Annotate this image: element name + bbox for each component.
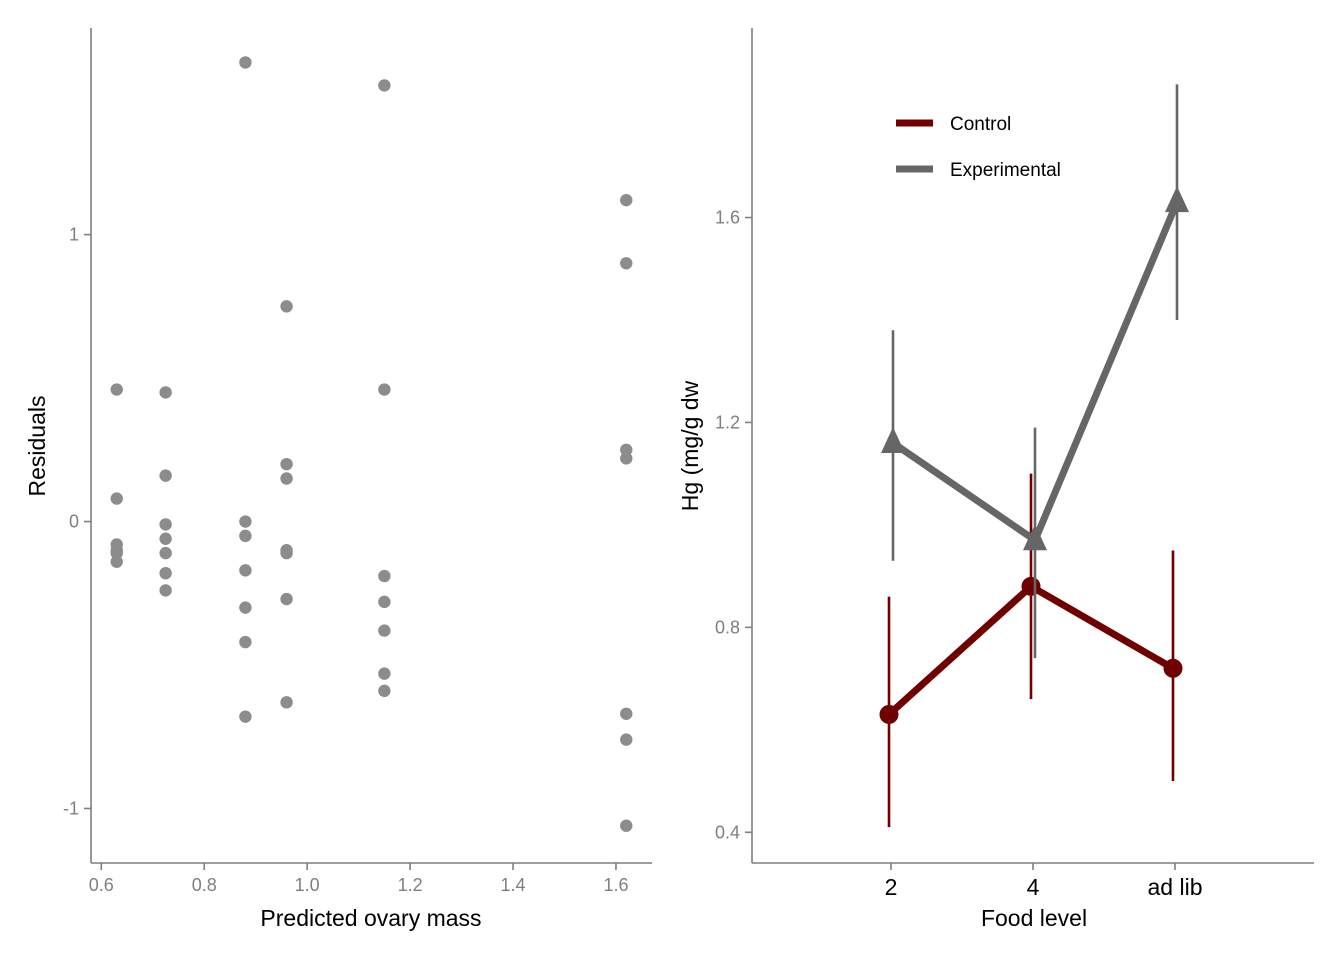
right-x-tick-label: 4 (1027, 874, 1040, 900)
residual-points (110, 56, 633, 832)
residual-point (378, 383, 391, 396)
residual-point (378, 79, 391, 92)
series-control (879, 473, 1183, 828)
left-x-tick-label: 0.6 (89, 875, 114, 895)
residual-point (620, 443, 633, 457)
residual-point (110, 555, 123, 568)
left-x-tick-label: 1.2 (398, 875, 423, 895)
residual-point (620, 819, 633, 832)
residual-point (159, 386, 172, 399)
residual-point (280, 696, 293, 709)
residual-point (239, 635, 252, 649)
hg-panel: 2 4 ad lib 0.4 0.8 1.2 1.6 Control Experimenta… (677, 28, 1314, 931)
right-y-tick-label: 0.4 (715, 822, 740, 842)
residual-point (378, 624, 391, 637)
residual-point (620, 257, 633, 270)
residual-point (620, 707, 633, 720)
residual-point (239, 710, 252, 723)
left-x-tick-label: 1.6 (603, 875, 628, 895)
residual-point (280, 457, 293, 471)
left-y-ticks: -1 0 1 (63, 225, 91, 818)
right-x-tick-label: 2 (885, 874, 898, 900)
residual-point (239, 515, 252, 528)
right-y-axis-title: Hg (mg/g dw (677, 380, 703, 511)
residual-point (159, 532, 172, 545)
series-marker (879, 704, 899, 724)
residual-point (159, 584, 172, 597)
residual-point (378, 595, 391, 609)
series-marker (1165, 186, 1189, 213)
residual-point (159, 546, 172, 560)
series-marker (881, 426, 905, 453)
left-x-ticks: 0.6 0.8 1.0 1.2 1.4 1.6 (89, 863, 628, 895)
residual-point (159, 518, 172, 531)
legend-label: Experimental (950, 160, 1061, 181)
left-x-axis-title: Predicted ovary mass (260, 905, 481, 931)
left-y-tick-label: 0 (69, 512, 79, 532)
residual-point (110, 383, 123, 396)
left-x-tick-label: 0.8 (192, 875, 217, 895)
residual-point (620, 193, 633, 207)
legend-label: Control (950, 114, 1011, 135)
residual-point (378, 569, 391, 583)
right-y-tick-label: 1.2 (715, 412, 740, 432)
residual-point (378, 684, 391, 698)
right-x-tick-label: ad lib (1148, 874, 1203, 900)
residual-point (378, 667, 391, 680)
residual-point (239, 601, 252, 614)
left-x-tick-label: 1.0 (295, 875, 320, 895)
residual-point (239, 564, 252, 577)
hg-series (879, 84, 1189, 828)
residual-point (280, 300, 293, 313)
right-y-ticks: 0.4 0.8 1.2 1.6 (715, 208, 752, 842)
residuals-panel: 0.6 0.8 1.0 1.2 1.4 1.6 -1 0 1 Predicted ovary … (24, 28, 652, 931)
series-marker (1023, 524, 1047, 551)
right-x-ticks: 2 4 ad lib (885, 863, 1203, 900)
left-y-tick-label: -1 (63, 798, 79, 818)
series-marker (1163, 658, 1183, 678)
residual-point (620, 733, 633, 746)
residual-point (159, 566, 172, 580)
right-y-tick-label: 0.8 (715, 617, 740, 637)
residual-point (110, 492, 123, 505)
residual-point (110, 546, 123, 560)
left-y-axis-title: Residuals (24, 396, 50, 497)
residual-point (280, 546, 293, 560)
series-experimental (881, 84, 1189, 659)
legend: Control Experimental (896, 114, 1061, 181)
right-y-tick-label: 1.6 (715, 208, 740, 228)
right-x-axis-title: Food level (981, 905, 1087, 931)
residual-point (159, 469, 172, 482)
residual-point (239, 529, 252, 543)
residual-point (280, 472, 293, 485)
residual-point (239, 56, 252, 69)
series-marker (1021, 576, 1041, 596)
residual-point (620, 452, 633, 465)
left-x-tick-label: 1.4 (501, 875, 526, 895)
residual-point (280, 592, 293, 606)
left-y-tick-label: 1 (69, 225, 79, 245)
